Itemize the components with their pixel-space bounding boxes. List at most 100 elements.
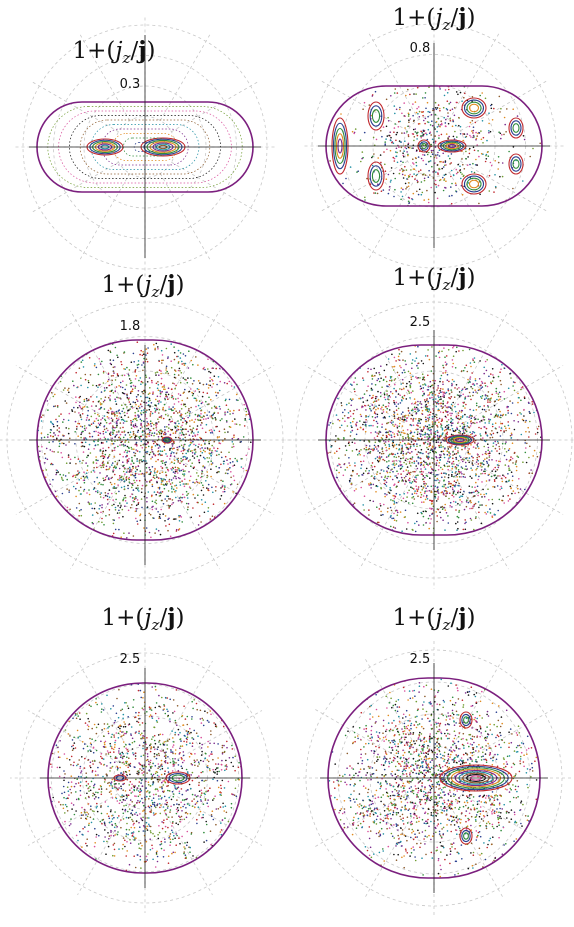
panel-4-point: [487, 391, 490, 393]
panel-3-point: [109, 481, 112, 484]
panel-3-point: [193, 397, 196, 400]
panel-3-point: [44, 457, 47, 460]
panel-4-point: [329, 422, 332, 424]
panel-4-point: [427, 457, 429, 459]
panel-3-point: [202, 494, 205, 496]
panel-3-point: [177, 393, 180, 395]
panel-4-point: [509, 458, 512, 461]
panel-2-point: [451, 108, 454, 110]
panel-3-point: [116, 373, 119, 375]
panel-3-point: [210, 454, 212, 457]
panel-4-point: [431, 513, 433, 515]
panel-4-point: [420, 448, 423, 451]
panel-2-point: [442, 152, 445, 155]
panel-3-point: [177, 397, 179, 400]
panel-4-point: [507, 409, 509, 412]
panel-4-point: [391, 517, 393, 520]
panel-2-point: [409, 173, 411, 176]
panel-2-point: [449, 120, 452, 122]
panel-3-point: [78, 367, 81, 370]
panel-4-point: [470, 444, 472, 446]
panel-2-point: [407, 182, 410, 184]
panel-4-point: [412, 488, 415, 490]
panel-3-point: [116, 421, 118, 424]
panel-3-point: [159, 389, 161, 392]
panel-4-point: [512, 381, 515, 383]
panel-3-point: [112, 433, 114, 436]
panel-3-point: [80, 514, 83, 517]
panel-3-point: [75, 401, 77, 404]
panel-3-point: [95, 405, 97, 407]
panel-4-point: [488, 479, 491, 481]
panel-3-point: [99, 432, 102, 435]
panel-4-point: [445, 370, 447, 372]
panel-4-point: [402, 450, 405, 453]
panel-3-point: [79, 414, 82, 416]
panel-3-point: [62, 435, 65, 437]
panel-3-point: [233, 434, 235, 437]
panel-3-point: [126, 396, 129, 399]
panel-3-point: [163, 384, 165, 387]
panel-3-point: [177, 459, 179, 462]
panel-3-point: [88, 503, 91, 506]
panel-4-point: [347, 412, 350, 414]
panel-3-point: [200, 499, 203, 501]
panel-3-point: [200, 482, 203, 484]
panel-3-point: [148, 480, 151, 483]
panel-4-point: [505, 429, 507, 432]
panel-3-point: [61, 478, 63, 480]
panel-4-point: [356, 428, 359, 431]
panel-2-point: [494, 174, 496, 176]
panel-3-point: [146, 360, 149, 363]
panel-3-point: [180, 444, 183, 447]
panel-3-point: [131, 484, 134, 487]
panel-3-point: [99, 464, 102, 467]
panel-4-point: [504, 425, 506, 428]
panel-3-point: [137, 465, 140, 468]
panel-4-point: [500, 427, 503, 429]
panel-4-point: [412, 375, 414, 378]
panel-4-point: [434, 446, 437, 449]
panel-3-point: [208, 442, 210, 445]
panel-4-point: [392, 494, 395, 497]
panel-4-point: [395, 360, 397, 362]
panel-4-point: [414, 402, 416, 405]
panel-3-point: [206, 392, 209, 395]
panel-4-point: [372, 396, 374, 399]
panel-3-point: [149, 420, 152, 423]
panel-3-point: [137, 414, 139, 416]
panel-3-point: [183, 434, 185, 436]
panel-4-point: [370, 464, 373, 467]
panel-3-point: [147, 422, 149, 425]
panel-3-point: [107, 380, 109, 383]
panel-4-point: [401, 371, 404, 374]
panel-4-point: [451, 445, 453, 447]
panel-4-point: [389, 487, 392, 489]
panel-4-point: [396, 371, 399, 374]
panel-2-point: [418, 188, 421, 191]
panel-3-point: [137, 429, 140, 432]
panel-4-point: [372, 394, 374, 397]
panel-4-point: [395, 501, 398, 504]
panel-4-point: [431, 384, 433, 387]
panel-3-point: [50, 462, 53, 465]
panel-4-point: [428, 424, 430, 426]
panel-3-point: [171, 469, 173, 471]
panel-3-point: [151, 500, 154, 503]
panel-3-point: [81, 407, 84, 410]
panel-2-point: [427, 176, 430, 178]
panel-3-point: [136, 400, 139, 402]
panel-4-point: [484, 422, 487, 424]
panel-3-point: [126, 394, 128, 397]
panel-3-point: [156, 476, 158, 478]
panel-4-point: [438, 396, 440, 399]
panel-4-point: [401, 446, 404, 448]
panel-3-point: [77, 435, 79, 438]
panel-4-point: [472, 409, 475, 412]
panel-2-point: [409, 109, 411, 111]
panel-2-point: [329, 160, 331, 162]
panel-2-point: [417, 156, 420, 158]
panel-2-point: [439, 88, 441, 90]
panel-4-point: [375, 491, 377, 493]
panel-3-point: [109, 390, 111, 393]
